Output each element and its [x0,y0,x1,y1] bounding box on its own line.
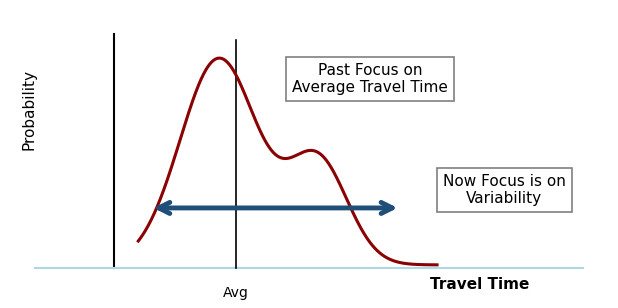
Text: Past Focus on
Average Travel Time: Past Focus on Average Travel Time [292,63,448,95]
Text: Now Focus is on
Variability: Now Focus is on Variability [442,174,565,206]
Text: Avg: Avg [223,286,249,300]
Text: Probability: Probability [21,69,36,150]
Text: Travel Time: Travel Time [430,277,530,292]
